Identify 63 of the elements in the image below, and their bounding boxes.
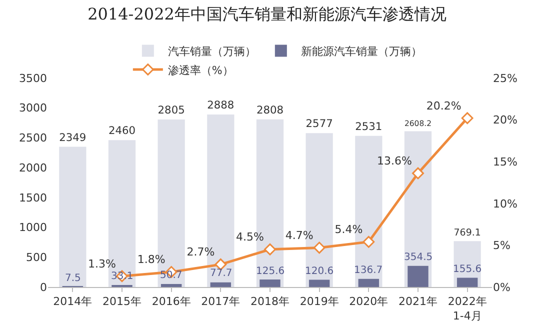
data-label: 2577 (306, 117, 333, 130)
y2-tick-label: 20% (493, 114, 518, 127)
data-label: 2805 (158, 104, 185, 117)
y-tick-label: 3000 (19, 102, 47, 115)
x-tick-label: 2021年 (398, 295, 438, 308)
bar (358, 278, 380, 287)
data-label: 13.6% (377, 154, 412, 168)
data-label: 120.6 (305, 266, 334, 277)
y-tick-label: 1000 (19, 221, 47, 234)
data-label: 20.2% (426, 99, 462, 112)
data-label: 136.7 (354, 265, 383, 276)
y2-tick-label: 10% (493, 197, 518, 210)
y-tick-label: 2500 (19, 132, 47, 145)
chart-title: 2014-2022年中国汽车销量和新能源汽车渗透情况 (88, 4, 446, 24)
bar (59, 146, 86, 287)
data-label: 4.5% (236, 230, 264, 244)
x-tick-label: 2017年 (201, 295, 240, 308)
y-tick-label: 0 (40, 280, 47, 294)
bar (456, 278, 478, 287)
bar (160, 284, 182, 287)
point (412, 167, 424, 180)
data-label: 155.6 (453, 264, 482, 275)
data-label: 769.1 (454, 227, 481, 238)
x-tick-label: 2015年 (102, 295, 142, 308)
point (461, 112, 474, 124)
y2-tick-label: 5% (493, 239, 510, 252)
y2-tick-label: 15% (493, 155, 518, 168)
data-label: 2888 (207, 98, 234, 112)
x-tick-label: 2016年 (152, 295, 191, 308)
data-label: 1.3% (88, 257, 116, 270)
y-tick-label: 3500 (19, 72, 47, 85)
y-tick-label: 2000 (19, 161, 47, 174)
data-label: 5.4% (334, 223, 363, 236)
x-tick-label: 2019年 (300, 295, 339, 308)
y-tick-label: 500 (26, 250, 47, 264)
y2-tick-label: 0% (493, 280, 510, 294)
bar (308, 280, 330, 287)
legend-label: 渗透率（%） (168, 64, 234, 77)
data-label: 125.6 (256, 266, 285, 277)
x-tick-label: 2020年 (349, 295, 388, 308)
bar (260, 280, 280, 287)
data-label: 2808 (256, 103, 284, 116)
point (264, 243, 276, 256)
data-label: 7.5 (65, 273, 81, 284)
data-label: 2349 (59, 130, 86, 144)
y-tick-label: 1500 (19, 191, 47, 204)
data-label: 2460 (108, 124, 136, 138)
legend-label: 新能源汽车销量（万辆） (300, 44, 422, 58)
point (313, 242, 326, 254)
y2-tick-label: 25% (493, 72, 518, 85)
data-label: 4.7% (285, 228, 314, 242)
x-tick-label: 2018年 (250, 295, 290, 308)
data-label: 2.7% (186, 246, 215, 259)
bar (408, 266, 428, 287)
point (362, 236, 375, 248)
data-label: 1.8% (137, 253, 166, 266)
legend-label: 汽车销量（万辆） (168, 44, 256, 58)
x-tick-label: 2014年 (53, 295, 92, 308)
bar (210, 282, 232, 287)
x-tick-label: 2022年 1-4月 (448, 295, 487, 322)
data-label: 2531 (355, 120, 382, 133)
data-label: 77.7 (210, 268, 232, 279)
data-label: 354.5 (404, 252, 433, 263)
